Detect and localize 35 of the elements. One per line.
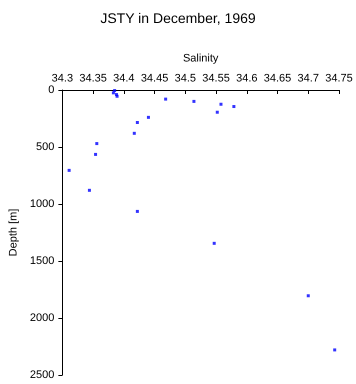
x-tick-label: 34.35 — [79, 72, 107, 84]
x-axis-title: Salinity — [182, 52, 219, 64]
point — [94, 152, 98, 156]
y-tick-label: 1500 — [30, 255, 54, 267]
x-tick-label: 34.7 — [298, 72, 319, 84]
point — [95, 142, 98, 146]
point — [136, 210, 139, 213]
x-tick-label: 34.55 — [202, 72, 230, 84]
point — [136, 120, 139, 124]
x-tick-label: 34.5 — [174, 72, 196, 84]
y-tick-label: 500 — [36, 141, 54, 153]
y-tick-label: 2500 — [30, 369, 54, 381]
point — [333, 348, 336, 352]
point — [306, 294, 310, 298]
point — [132, 132, 136, 135]
point — [88, 188, 91, 192]
x-tick-label: 34.45 — [140, 72, 168, 84]
x-tick-label: 34.65 — [264, 72, 292, 84]
point — [232, 105, 236, 108]
point — [68, 168, 71, 172]
x-tick-label: 34.75 — [325, 72, 353, 84]
x-tick-label: 34.6 — [236, 72, 258, 84]
x-tick-label: 34.3 — [52, 72, 74, 84]
point — [219, 102, 222, 106]
point — [192, 100, 196, 103]
chart-title: JSTY in December, 1969 — [100, 10, 256, 26]
y-tick-label: 1000 — [30, 198, 54, 210]
y-tick-label: 2000 — [30, 312, 54, 324]
point — [216, 110, 219, 114]
point — [164, 98, 168, 101]
point — [212, 242, 216, 245]
x-tick-label: 34.4 — [113, 72, 135, 84]
y-tick-label: 0 — [48, 84, 54, 96]
y-axis-title: Depth [m] — [8, 208, 20, 256]
point — [146, 116, 150, 119]
